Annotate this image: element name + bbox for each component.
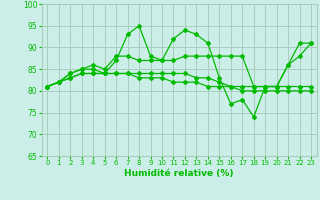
X-axis label: Humidité relative (%): Humidité relative (%) [124,169,234,178]
